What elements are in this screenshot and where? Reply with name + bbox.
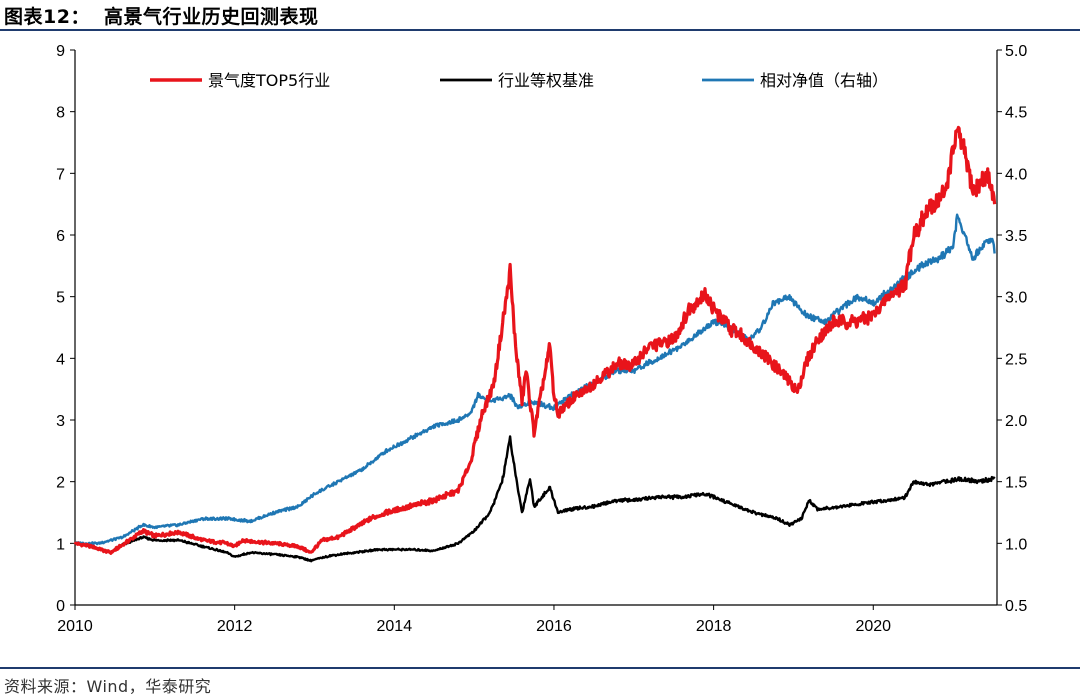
chart-legend: 景气度TOP5行业 行业等权基准 相对净值（右轴） <box>150 71 888 90</box>
left-y-tick-label: 6 <box>56 228 65 245</box>
x-tick-label: 2020 <box>855 618 891 635</box>
x-tick-label: 2012 <box>217 618 253 635</box>
left-y-tick-label: 7 <box>56 166 65 183</box>
left-y-tick-label: 3 <box>56 413 65 430</box>
figure-number: 图表12： <box>4 6 90 28</box>
top-divider <box>0 29 1080 31</box>
series-line-2 <box>74 435 996 563</box>
right-y-tick-label: 2.0 <box>1005 413 1027 430</box>
figure-title-text: 高景气行业历史回测表现 <box>103 6 319 28</box>
left-y-tick-label: 9 <box>56 43 65 60</box>
right-y-tick-label: 4.5 <box>1005 105 1027 122</box>
right-y-tick-label: 2.5 <box>1005 351 1027 368</box>
left-y-tick-label: 1 <box>56 536 65 553</box>
x-tick-label: 2014 <box>377 618 413 635</box>
source-note: 资料来源：Wind，华泰研究 <box>4 677 212 696</box>
left-y-tick-label: 5 <box>56 290 65 307</box>
left-y-tick-label: 8 <box>56 105 65 122</box>
x-tick-label: 2010 <box>57 618 93 635</box>
left-y-tick-label: 2 <box>56 475 65 492</box>
x-tick-label: 2016 <box>536 618 572 635</box>
right-y-tick-label: 0.5 <box>1005 598 1027 615</box>
legend-label-2: 行业等权基准 <box>498 71 594 90</box>
series-line-3 <box>74 213 996 546</box>
chart-lines <box>73 125 997 563</box>
chart-axes: 0 1 2 3 4 5 6 7 8 9 0.5 1.0 1.5 2.0 2.5 3.0 3.5 4.0 4.5 5.0… <box>56 43 1027 635</box>
legend-label-3: 相对净值（右轴） <box>760 71 888 90</box>
figure-title: 图表12： 高景气行业历史回测表现 <box>4 2 318 29</box>
x-tick-label: 2018 <box>696 618 732 635</box>
bottom-divider <box>0 667 1080 669</box>
left-y-tick-label: 4 <box>56 351 65 368</box>
right-y-tick-label: 3.5 <box>1005 228 1027 245</box>
legend-label-1: 景气度TOP5行业 <box>208 71 330 90</box>
right-y-tick-label: 1.0 <box>1005 536 1027 553</box>
left-y-tick-label: 0 <box>56 598 65 615</box>
right-y-tick-label: 1.5 <box>1005 475 1027 492</box>
right-y-tick-label: 3.0 <box>1005 290 1027 307</box>
right-y-tick-label: 4.0 <box>1005 166 1027 183</box>
series-line-1 <box>73 125 997 555</box>
right-y-tick-label: 5.0 <box>1005 43 1027 60</box>
